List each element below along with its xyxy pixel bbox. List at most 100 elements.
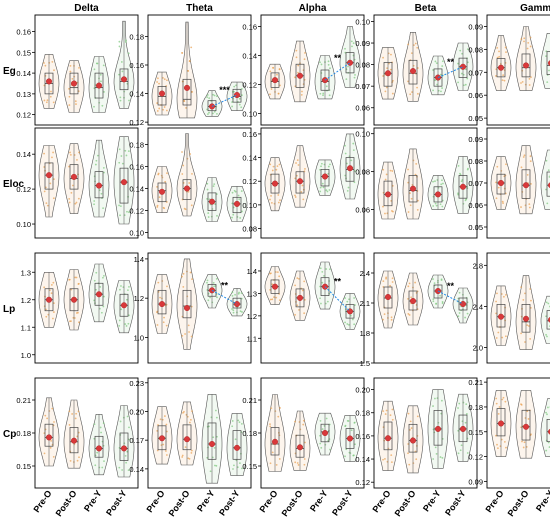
data-point (156, 429, 159, 432)
y-tick-label: 0.08 (355, 61, 370, 70)
data-point (407, 285, 410, 288)
data-point (528, 77, 531, 80)
data-point (442, 182, 444, 185)
data-point (529, 45, 532, 48)
data-point (278, 163, 281, 166)
data-point (185, 107, 187, 109)
data-point (407, 443, 410, 445)
data-point (121, 162, 124, 165)
data-point (298, 309, 300, 311)
data-point (545, 159, 548, 162)
box (119, 167, 129, 204)
data-point (432, 89, 434, 92)
data-point (546, 81, 549, 84)
data-point (270, 88, 273, 90)
data-point (119, 96, 122, 99)
data-point (43, 286, 46, 289)
y-tick-label: 0.16 (129, 61, 144, 70)
significance-line (211, 289, 238, 305)
data-point (100, 80, 102, 83)
data-point (157, 281, 160, 284)
data-point (159, 418, 162, 421)
data-point (495, 434, 497, 437)
data-point (100, 311, 103, 314)
data-point (495, 197, 498, 200)
panel-frame (373, 127, 478, 239)
data-point (269, 70, 272, 73)
y-tick-label: 0.18 (16, 429, 31, 438)
data-point (68, 197, 71, 200)
y-tick-label: 2.0 (473, 344, 483, 353)
data-point (163, 78, 166, 81)
data-point (156, 102, 159, 104)
box (157, 425, 167, 451)
data-point (157, 77, 159, 80)
data-point (127, 52, 130, 55)
data-point (103, 91, 105, 93)
data-point (441, 205, 444, 208)
box (320, 169, 330, 187)
y-tick-label: 0.06 (355, 104, 370, 113)
mean-dot (435, 191, 442, 198)
y-tick-label: 0.20 (355, 386, 370, 395)
mean-dot (410, 68, 417, 75)
mean-dot (410, 298, 417, 305)
box (157, 289, 167, 315)
box (94, 72, 104, 99)
box (157, 86, 167, 106)
data-point (304, 168, 306, 170)
data-point (127, 150, 130, 153)
data-point (156, 185, 158, 188)
data-point (118, 319, 121, 322)
box (496, 173, 506, 195)
data-point (547, 302, 550, 305)
violin-pre-y (540, 398, 550, 457)
data-point (329, 67, 331, 70)
y-tick-label: 0.14 (129, 90, 144, 99)
data-point (385, 277, 387, 280)
data-point (50, 292, 53, 295)
data-point (44, 414, 47, 417)
data-point (526, 324, 529, 327)
data-point (231, 101, 234, 103)
data-point (274, 271, 277, 273)
panel-eloc-gamma: 0.05 0.06 0.07 0.08 0.09 (468, 127, 550, 239)
data-point (166, 172, 168, 175)
data-point (320, 302, 322, 305)
data-point (303, 298, 306, 301)
data-point (409, 420, 412, 423)
data-point (391, 170, 394, 172)
data-point (75, 201, 78, 204)
data-point (181, 173, 184, 175)
data-point (409, 429, 411, 431)
data-point (45, 101, 48, 104)
data-point (68, 410, 71, 413)
panel-eg-alpha: 0.10 0.12 0.14 0.16 ** (242, 14, 365, 126)
data-point (530, 299, 532, 302)
data-point (382, 205, 384, 208)
data-point (440, 183, 443, 186)
data-point (238, 421, 241, 424)
data-point (407, 313, 410, 315)
panel-eloc-delta: 0.10 0.12 0.14 (16, 127, 139, 239)
data-point (527, 325, 530, 327)
data-point (156, 81, 159, 83)
data-point (233, 464, 235, 467)
box (157, 182, 167, 203)
data-point (124, 455, 127, 457)
box (496, 304, 506, 328)
y-tick-label: 1.2 (21, 296, 31, 305)
data-point (344, 297, 346, 300)
data-point (277, 194, 280, 196)
data-point (156, 110, 159, 112)
data-point (353, 304, 356, 306)
data-point (71, 184, 74, 187)
violin-pre-y (540, 149, 550, 210)
data-point (498, 55, 501, 58)
panel-eloc-beta: 0.06 0.08 0.10 (355, 127, 478, 239)
y-tick-label: 1.0 (21, 351, 31, 360)
data-point (319, 419, 322, 422)
mean-dot (347, 165, 354, 172)
data-point (294, 420, 296, 423)
data-point (383, 313, 386, 316)
